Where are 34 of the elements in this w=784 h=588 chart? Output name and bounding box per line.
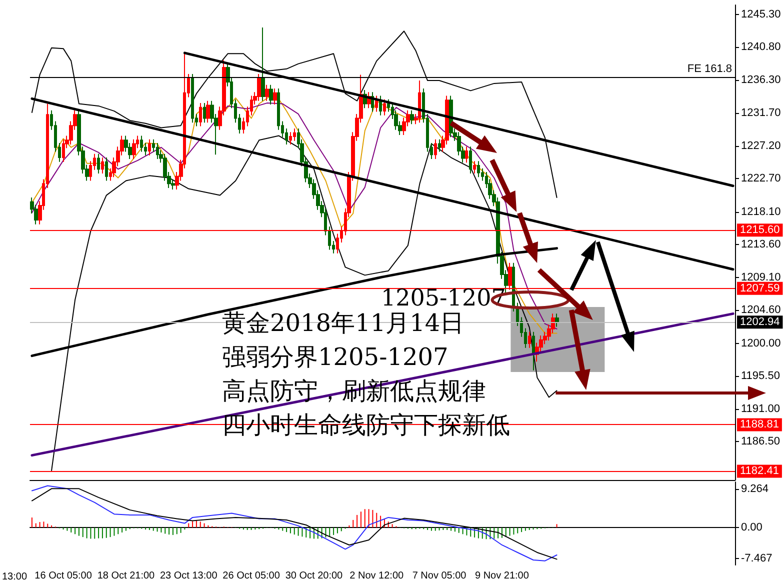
x-tick-label: 16 Oct 05:00 [34,570,92,582]
y-tick-label: 1236.30 [741,74,781,86]
y-tick-label: 1222.70 [741,172,781,185]
y-tick-label: 1227.20 [741,140,781,152]
annotation: 强弱分界1205-1207 [222,343,448,371]
x-tick-label: 26 Oct 05:00 [222,570,280,582]
text: 13:00 [2,572,28,582]
ref-line-label: 1215.60 [740,224,780,236]
y-tick-label: 1213.60 [741,238,781,251]
y-tick-label: 9.264 [741,482,769,495]
annotation: 黄金2018年11月14日 [222,309,464,337]
y-tick-label: -7.467 [741,552,772,565]
y-tick-label: 1195.50 [741,370,780,382]
y-tick-label: 1186.50 [741,436,780,448]
annotation: FE 161.8 [687,63,732,76]
y-tick-label: 1200.00 [741,337,781,350]
y-tick-label: 1204.60 [741,304,781,316]
x-tick-label: 23 Oct 13:00 [160,570,218,582]
y-tick-label: 1231.70 [741,107,781,120]
x-tick-label: 7 Nov 05:00 [412,570,467,582]
ref-line-label: 1202.94 [740,316,780,328]
ref-line-label: 1188.81 [740,418,779,431]
x-tick-label: 9 Nov 21:00 [474,570,530,582]
y-tick-label: 1245.30 [741,8,781,20]
y-tick-label: 1191.00 [741,402,780,415]
x-tick-label: 2 Nov 12:00 [350,570,404,582]
x-tick-label: 30 Oct 20:00 [285,570,344,582]
y-tick-label: 1240.80 [741,41,781,54]
ref-line-label: 1182.41 [740,465,779,478]
y-tick-label: 1209.10 [741,271,781,284]
ref-line-label: 1207.59 [740,282,780,294]
x-tick-label: 18 Oct 21:00 [97,570,156,582]
y-tick-label: 1218.10 [741,206,781,218]
y-tick-label: 0.00 [741,521,762,534]
